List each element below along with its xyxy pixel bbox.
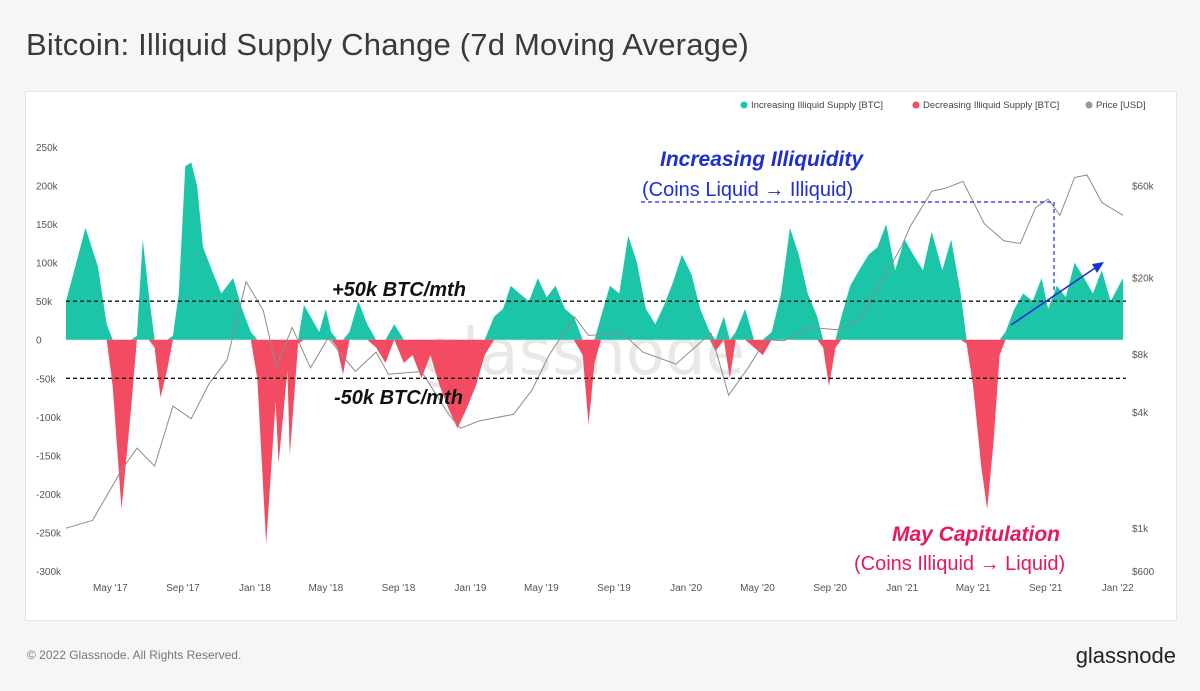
x-tick-label: May '17 <box>93 583 128 594</box>
y-left-tick-label: 0 <box>36 336 42 347</box>
legend-label: Decreasing Illiquid Supply [BTC] <box>923 100 1059 111</box>
x-tick-label: Jan '21 <box>886 583 918 594</box>
trend-arrow-line <box>1010 265 1099 326</box>
annotations: +50k BTC/mth -50k BTC/mth Increasing Illiq… <box>332 148 1104 575</box>
capitulation-title: May Capitulation <box>892 523 1060 546</box>
y-right-tick-label: $4k <box>1132 408 1149 419</box>
increasing-illiquidity-title: Increasing Illiquidity <box>660 148 864 171</box>
x-tick-label: Sep '17 <box>166 583 200 594</box>
y-right-tick-label: $8k <box>1132 350 1149 361</box>
y-right-tick-label: $1k <box>1132 524 1149 535</box>
chart-panel: glassnode 250k200k150k100k50k0-50k-100k-… <box>25 91 1177 621</box>
x-tick-label: Jan '19 <box>455 583 487 594</box>
trend-arrow-head <box>1092 262 1104 273</box>
x-tick-label: May '21 <box>956 583 991 594</box>
copyright-text: © 2022 Glassnode. All Rights Reserved. <box>27 648 242 662</box>
x-tick-label: Sep '21 <box>1029 583 1063 594</box>
legend-swatch <box>912 101 920 109</box>
y-left-tick-label: 250k <box>36 143 59 154</box>
chart-svg: glassnode 250k200k150k100k50k0-50k-100k-… <box>36 100 1155 594</box>
y-right-tick-label: $20k <box>1132 273 1155 284</box>
x-tick-label: May '20 <box>740 583 775 594</box>
price-line <box>65 174 1124 529</box>
y-left-tick-label: 200k <box>36 182 59 193</box>
x-tick-label: Jan '22 <box>1102 583 1134 594</box>
supply-area-layer <box>66 162 1124 544</box>
y-left-tick-label: -100k <box>36 413 62 424</box>
y-right-tick-label: $600 <box>1132 567 1155 578</box>
plus-50k-label: +50k BTC/mth <box>332 279 466 301</box>
minus-50k-label: -50k BTC/mth <box>334 387 463 409</box>
page-title: Bitcoin: Illiquid Supply Change (7d Movi… <box>26 27 750 62</box>
y-left-tick-label: 150k <box>36 220 59 231</box>
x-tick-label: May '18 <box>308 583 343 594</box>
y-left-tick-label: 100k <box>36 259 59 270</box>
axis-layer: 250k 200k 150k 100k 50k 0 -50k -100k -150k -200k -… <box>36 143 1155 594</box>
y-left-tick-label: -200k <box>36 490 62 501</box>
reference-lines <box>66 300 1126 379</box>
x-tick-label: Sep '19 <box>597 583 631 594</box>
increasing-supply-area <box>66 162 1124 340</box>
price-layer <box>65 174 1124 529</box>
legend: Increasing Illiquid Supply [BTC] Decreasi… <box>740 100 1146 111</box>
y-left-tick-label: -50k <box>36 374 56 385</box>
x-tick-label: Sep '18 <box>382 583 416 594</box>
brand-logo: glassnode <box>1075 643 1176 668</box>
x-tick-label: Jan '20 <box>670 583 702 594</box>
y-left-tick-label: 50k <box>36 297 53 308</box>
x-tick-label: Sep '20 <box>813 583 847 594</box>
increasing-illiquidity-subtitle: (Coins Liquid → Illiquid) <box>642 179 853 201</box>
capitulation-subtitle: (Coins Illiquid → Liquid) <box>854 553 1065 575</box>
legend-label: Price [USD] <box>1096 100 1146 111</box>
legend-swatch <box>1085 101 1093 109</box>
y-left-tick-label: -150k <box>36 451 62 462</box>
y-right-tick-label: $60k <box>1132 181 1155 192</box>
illiquidity-bracket <box>641 201 1055 292</box>
y-left-tick-label: -300k <box>36 567 62 578</box>
legend-swatch <box>740 101 748 109</box>
x-tick-label: May '19 <box>524 583 559 594</box>
y-left-tick-label: -250k <box>36 528 62 539</box>
legend-label: Increasing Illiquid Supply [BTC] <box>751 100 883 111</box>
x-tick-label: Jan '18 <box>239 583 271 594</box>
